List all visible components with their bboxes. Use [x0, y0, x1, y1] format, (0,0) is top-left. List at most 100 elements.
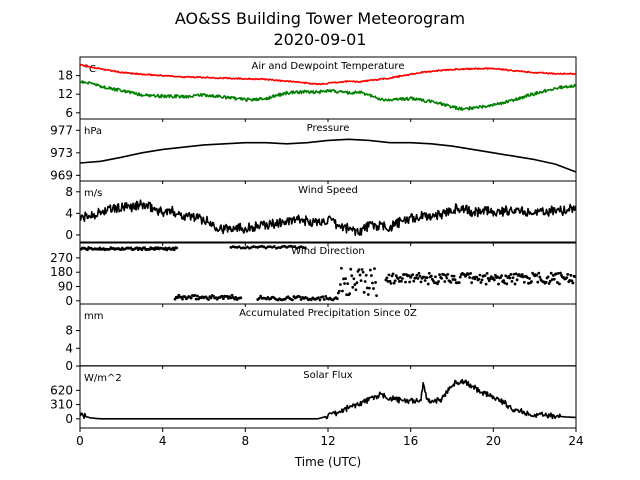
wind-direction-point	[478, 273, 482, 277]
panel-1-data	[80, 138, 576, 173]
wind-direction-point	[222, 297, 225, 301]
wind-direction-point	[246, 245, 249, 249]
wind-direction-point	[535, 273, 539, 277]
wind-direction-point	[480, 278, 484, 282]
wind-direction-point	[346, 282, 350, 286]
wind-direction-point	[293, 245, 297, 249]
wind-direction-point	[513, 282, 517, 286]
wind-direction-point	[298, 295, 302, 299]
wind-direction-point	[342, 277, 345, 281]
wind-direction-point	[477, 277, 481, 281]
wind-direction-point	[469, 271, 472, 275]
wind-direction-point	[426, 282, 430, 286]
wind-direction-point	[550, 278, 554, 281]
wind-direction-point	[194, 297, 198, 301]
wind-direction-point	[404, 280, 407, 284]
wind-direction-point	[457, 281, 461, 284]
wind-direction-point	[415, 273, 419, 277]
wind-direction-point	[287, 245, 291, 248]
panel-3-ytick-label: 90	[58, 280, 73, 294]
panel-5-series-0	[80, 378, 576, 420]
wind-direction-point	[403, 273, 406, 276]
wind-direction-point	[364, 273, 368, 277]
wind-direction-point	[491, 276, 495, 280]
wind-direction-point	[374, 281, 377, 284]
wind-direction-point	[233, 245, 237, 249]
wind-direction-point	[254, 245, 258, 249]
figure-date: 2020-09-01	[274, 30, 367, 49]
wind-direction-point	[264, 246, 268, 250]
wind-direction-point	[352, 277, 356, 281]
wind-direction-point	[558, 282, 561, 286]
wind-direction-point	[425, 276, 429, 280]
wind-direction-point	[483, 274, 487, 278]
wind-direction-point	[371, 281, 374, 285]
x-tick-label: 20	[486, 434, 501, 448]
wind-direction-point	[515, 278, 519, 282]
panel-3-ytick-label: 180	[50, 265, 73, 279]
wind-direction-point	[452, 274, 456, 278]
wind-direction-point	[388, 279, 392, 283]
wind-direction-point	[257, 297, 261, 300]
wind-direction-point	[262, 245, 266, 249]
wind-direction-point	[359, 279, 363, 283]
wind-direction-point	[234, 295, 238, 299]
wind-direction-point	[571, 281, 575, 285]
wind-direction-point	[453, 278, 457, 282]
wind-direction-point	[355, 281, 359, 285]
wind-direction-point	[538, 275, 542, 279]
wind-direction-point	[566, 273, 570, 276]
panel-0-ytick-label: 6	[65, 106, 73, 120]
panel-2-series-0	[80, 199, 576, 237]
wind-direction-point	[195, 294, 199, 298]
wind-direction-point	[470, 281, 474, 285]
panel-1-title: Pressure	[307, 123, 350, 134]
wind-direction-point	[500, 274, 503, 278]
wind-direction-point	[419, 280, 423, 284]
panel-0-ytick-label: 18	[58, 69, 73, 83]
wind-direction-point	[412, 279, 416, 283]
wind-direction-point	[272, 245, 276, 248]
wind-direction-point	[556, 281, 559, 284]
wind-direction-point	[281, 245, 284, 248]
wind-direction-point	[360, 268, 364, 271]
panel-3-title: Wind Direction	[291, 246, 365, 257]
wind-direction-point	[514, 272, 518, 276]
x-tick-label: 24	[568, 434, 583, 448]
wind-direction-point	[530, 280, 533, 283]
wind-direction-point	[573, 275, 576, 279]
wind-direction-point	[520, 273, 524, 276]
wind-direction-point	[475, 275, 479, 279]
x-tick-label: 12	[320, 434, 335, 448]
wind-direction-point	[295, 246, 299, 250]
wind-direction-point	[569, 273, 573, 277]
wind-direction-point	[207, 298, 210, 301]
wind-direction-point	[505, 282, 509, 286]
wind-direction-point	[547, 282, 551, 285]
wind-direction-point	[434, 275, 437, 279]
panel-4-unit: mm	[84, 311, 103, 322]
wind-direction-point	[229, 296, 233, 300]
wind-direction-point	[372, 287, 375, 290]
wind-direction-point	[183, 295, 187, 299]
wind-direction-point	[557, 272, 560, 275]
wind-direction-point	[399, 279, 403, 283]
panel-0-title: Air and Dewpoint Temperature	[252, 61, 405, 72]
wind-direction-point	[552, 277, 556, 281]
wind-direction-point	[321, 295, 325, 299]
wind-direction-point	[318, 298, 322, 302]
wind-direction-point	[225, 294, 229, 298]
panel-1-ytick-label: 969	[50, 168, 73, 182]
panel-5-ytick-label: 0	[65, 412, 73, 426]
wind-direction-point	[387, 273, 391, 277]
panel-2-unit: m/s	[84, 188, 102, 199]
wind-direction-point	[375, 294, 378, 298]
wind-direction-point	[317, 296, 320, 300]
wind-direction-point	[408, 280, 412, 284]
wind-direction-point	[341, 289, 344, 293]
wind-direction-point	[559, 271, 562, 275]
wind-direction-point	[486, 276, 490, 280]
wind-direction-point	[554, 272, 558, 276]
wind-direction-point	[344, 277, 347, 281]
